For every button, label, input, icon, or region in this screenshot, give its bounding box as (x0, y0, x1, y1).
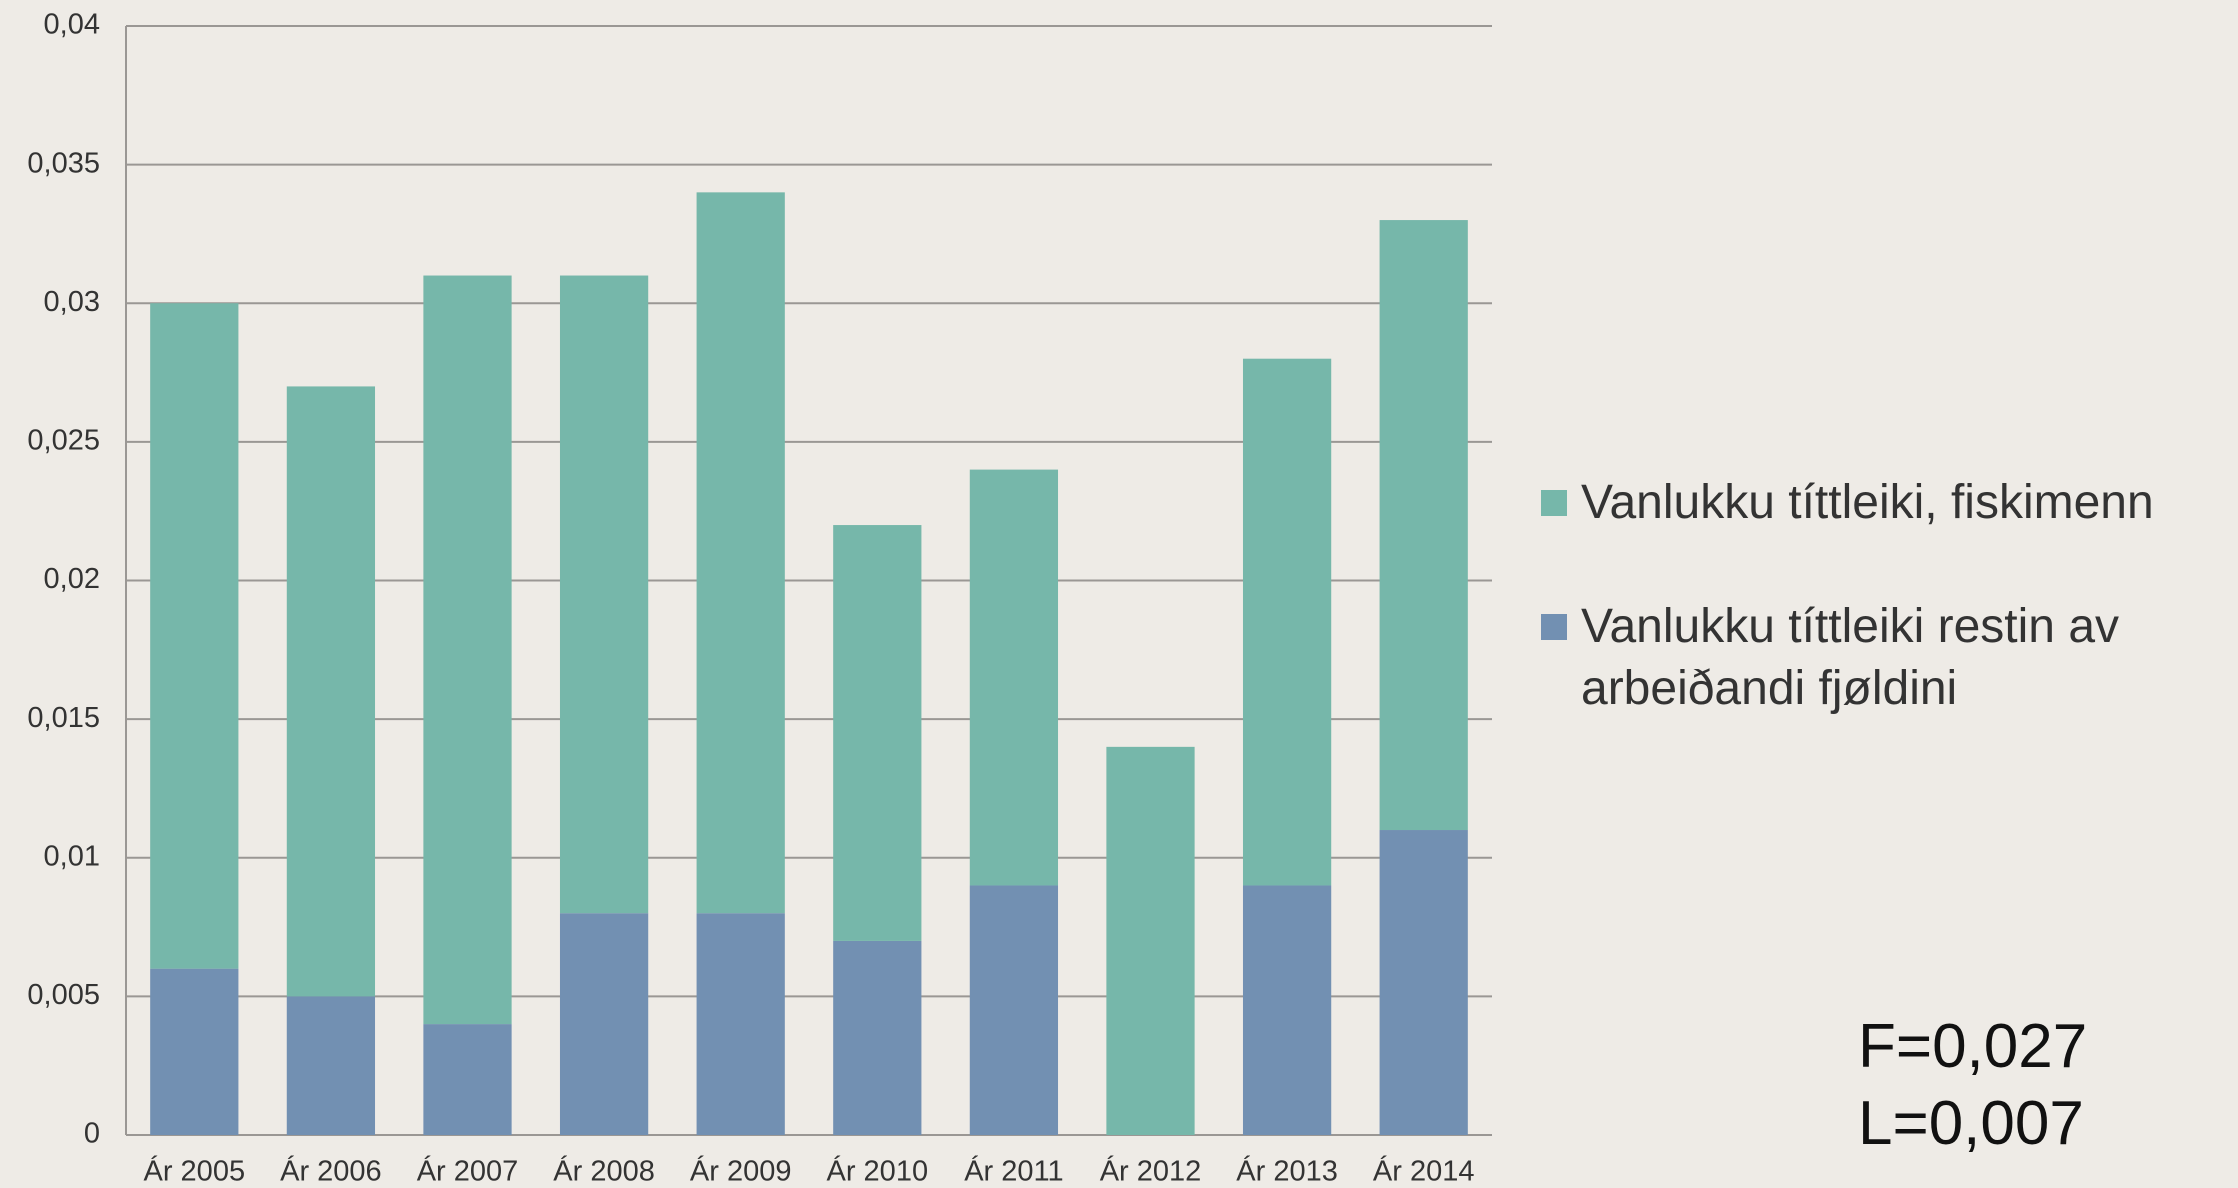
legend-item: Vanlukku títtleiki restin av arbeiðandi … (1541, 596, 2221, 720)
bar (1242, 885, 1332, 1135)
legend-item: Vanlukku títtleiki, fiskimenn (1541, 472, 2221, 534)
y-tick-label: 0,04 (44, 9, 100, 41)
bar (150, 303, 239, 969)
bar (696, 913, 785, 1135)
x-tick-label: Ár 2010 (827, 1155, 929, 1188)
y-tick-label: 0,025 (27, 425, 100, 457)
bar (1106, 746, 1195, 1135)
bar (1379, 220, 1468, 831)
bar (1379, 830, 1468, 1135)
bar (1242, 358, 1332, 886)
x-tick-label: Ár 2011 (964, 1155, 1063, 1188)
y-tick-label: 0,035 (27, 147, 100, 179)
bar (833, 525, 922, 941)
legend-swatch (1541, 614, 1567, 640)
y-tick-label: 0,03 (44, 286, 100, 318)
bar (286, 386, 376, 997)
x-tick-label: Ár 2005 (144, 1155, 246, 1188)
y-tick-label: 0,01 (44, 840, 100, 872)
y-tick-label: 0,015 (27, 702, 100, 734)
bar (559, 275, 649, 914)
x-tick-label: Ár 2009 (690, 1155, 792, 1188)
bar (286, 996, 376, 1135)
legend-label: Vanlukku títtleiki, fiskimenn (1581, 476, 2154, 529)
x-tick-label: Ár 2007 (417, 1155, 519, 1188)
annotation: L=0,007 (1858, 1089, 2084, 1158)
x-tick-label: Ár 2008 (553, 1155, 655, 1188)
bar (969, 885, 1059, 1135)
y-tick-label: 0,02 (44, 563, 100, 595)
y-tick-label: 0 (84, 1118, 100, 1150)
bar (559, 913, 649, 1135)
x-tick-label: Ár 2006 (280, 1155, 382, 1188)
annotation: F=0,027 (1858, 1012, 2088, 1081)
bar (969, 469, 1059, 886)
x-tick-label: Ár 2013 (1236, 1155, 1338, 1188)
bar (150, 968, 239, 1135)
legend: Vanlukku títtleiki, fiskimenn Vanlukku tí… (1541, 472, 2221, 782)
bar (833, 940, 922, 1135)
x-tick-label: Ár 2014 (1373, 1155, 1475, 1188)
x-tick-label: Ár 2012 (1100, 1155, 1202, 1188)
legend-label: Vanlukku títtleiki restin av arbeiðandi … (1581, 600, 2120, 715)
legend-swatch (1541, 490, 1567, 516)
bar (423, 1024, 512, 1135)
bar (696, 192, 785, 914)
y-tick-label: 0,005 (27, 979, 100, 1011)
bar (423, 275, 512, 1025)
